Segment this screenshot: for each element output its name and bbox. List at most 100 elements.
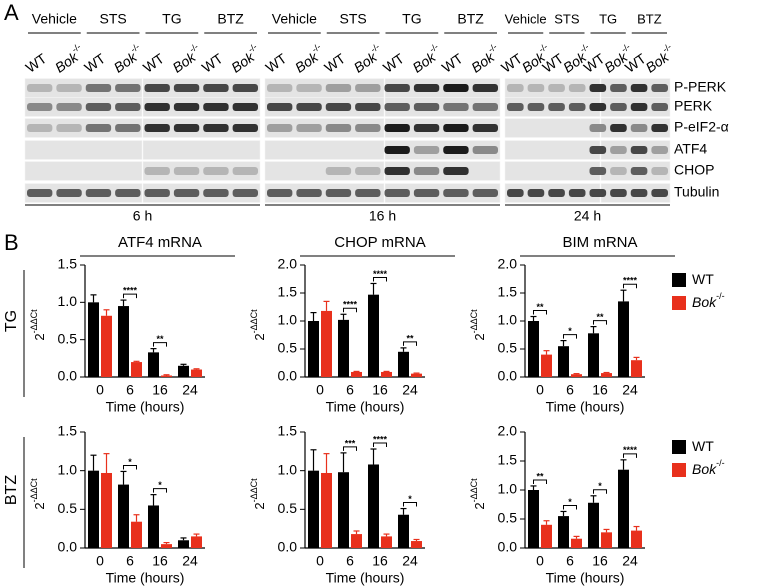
error-bar [633,525,640,531]
error-bar [103,309,110,316]
significance-label: * [128,457,132,467]
legend-label-sup: -/- [716,458,725,468]
error-bar [150,494,157,506]
y-tick-label: 0.5 [58,500,78,516]
y-axis-label-sup: -ΔΔCt [249,478,259,503]
blot-band [443,84,469,92]
blot-band [507,103,524,111]
significance-label: * [568,497,572,507]
error-bar [543,350,550,355]
y-axis-label: 2-ΔΔCt [249,309,267,341]
blot-band [548,84,565,92]
significance-label: **** [373,434,388,444]
blot-band [115,124,141,132]
x-tick-label: 24 [402,382,418,398]
blot-strip [24,118,143,138]
error-bar [323,300,330,311]
significance-label: * [568,326,572,336]
y-axis-label-sup: -ΔΔCt [29,309,39,334]
blot-band [173,84,200,92]
blot-strip [504,140,601,160]
significance-bracket [373,442,387,448]
lane-label: WT [262,50,289,76]
blot-band [651,124,668,132]
lane-label-main: WT [439,50,466,76]
legend-label: Bok-/- [692,458,725,476]
blot-band [589,103,607,111]
blot-band [384,167,410,175]
time-label: 6 h [133,208,152,224]
blot-strip [142,161,261,181]
blot-band [85,189,112,197]
bar [528,321,539,377]
bar [368,464,379,548]
significance-label: ** [536,471,544,481]
blot-strip [24,183,143,203]
x-axis-label: Time (hours) [546,570,625,586]
error-bar [103,453,110,473]
bar [588,333,599,377]
blot-strip [264,161,385,181]
error-bar [603,371,610,374]
legend-swatch [672,463,686,477]
significance-label: **** [343,300,358,310]
bar [571,538,582,548]
lane-label-main: WT [380,50,407,76]
blot-strip [264,140,385,160]
error-bar [370,448,377,465]
legend-label-sup: -/- [716,291,725,301]
blot-band [27,124,53,132]
x-tick-label: 24 [182,382,198,398]
legend-label: WT [692,438,714,454]
bar [131,521,142,548]
blot-band [443,167,469,175]
blot-band [56,84,82,92]
bar [338,319,349,377]
blot-band [232,167,258,175]
blot-band [610,189,627,197]
x-tick-label: 0 [536,553,544,569]
error-bar [180,363,187,366]
bar [101,315,112,377]
blot-band [203,84,229,92]
lane-label: Bok-/- [641,42,678,76]
bar [398,351,409,377]
blot-band [610,103,627,111]
error-bar [530,485,537,490]
blot-band [589,167,607,175]
legend-swatch [672,296,686,310]
blot-band [589,124,607,132]
blot-band [115,189,141,197]
error-bar [413,538,420,542]
y-tick-label: 1.5 [58,423,78,439]
blot-band [325,84,352,92]
y-tick-label: 2.0 [278,256,298,272]
blot-band [296,103,322,111]
y-tick-label: 1.0 [278,312,298,328]
blot-band [443,189,469,197]
error-bar [543,520,550,525]
blot-band [527,189,545,197]
legend-label-main: Bok [692,294,717,310]
significance-label: *** [345,438,356,448]
blot-band [413,84,440,92]
y-tick-label: 1.0 [278,461,298,477]
x-tick-label: 16 [372,382,388,398]
blot-band [589,84,607,92]
blot-band [85,84,112,92]
bar [558,346,569,377]
blot-band [173,124,200,132]
y-axis-label-main: 2 [32,333,47,340]
bar [601,532,612,548]
panel-label: B [4,230,19,255]
blot-band [630,103,648,111]
legend-label: WT [692,271,714,287]
bar [411,541,422,548]
bar [541,354,552,377]
bar [338,472,349,548]
x-tick-label: 6 [346,553,354,569]
blot-band [296,189,322,197]
y-tick-label: 1.0 [58,293,78,309]
error-bar [573,535,580,539]
blot-band [589,189,607,197]
